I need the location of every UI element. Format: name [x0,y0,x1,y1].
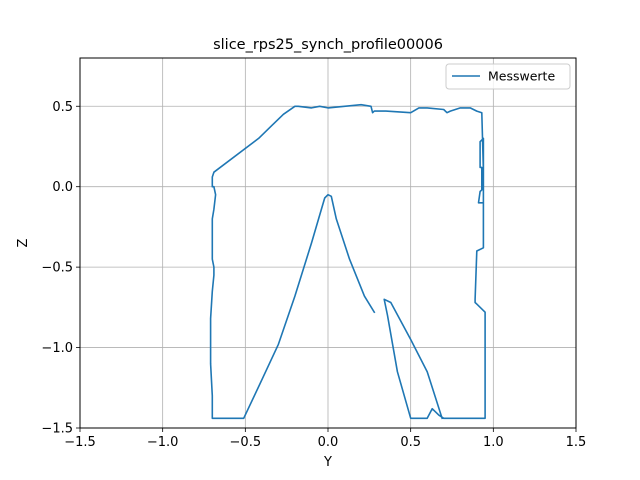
y-tick-label: −1.0 [41,341,73,356]
x-axis-ticks: −1.5 −1.0 −0.5 0.0 0.5 1.0 1.5 [64,428,586,450]
x-tick-label: −1.0 [147,435,179,450]
y-tick-label: −0.5 [41,261,73,276]
y-tick-label: 0.0 [52,180,73,195]
legend-box [445,63,571,90]
x-tick-label: 0.0 [318,435,339,450]
axes-frame [79,57,577,429]
x-axis-label: Y [323,455,332,470]
chart-title: slice_rps25_synch_profile00006 [213,37,443,53]
legend: Messwerte [445,63,571,90]
series-layer [209,103,486,420]
legend-label: Messwerte [488,69,555,84]
x-tick-label: 1.0 [483,435,504,450]
y-tick-label: −1.5 [41,422,73,437]
y-axis-label: Z [16,238,31,247]
series-line-messwerte [209,103,486,420]
x-tick-label: 0.5 [400,435,421,450]
x-tick-label: −0.5 [230,435,262,450]
y-tick-label: 0.5 [52,100,73,115]
x-tick-label: −1.5 [64,435,96,450]
x-tick-label: 1.5 [566,435,587,450]
y-axis-ticks: −1.5 −1.0 −0.5 0.0 0.5 [41,100,80,437]
